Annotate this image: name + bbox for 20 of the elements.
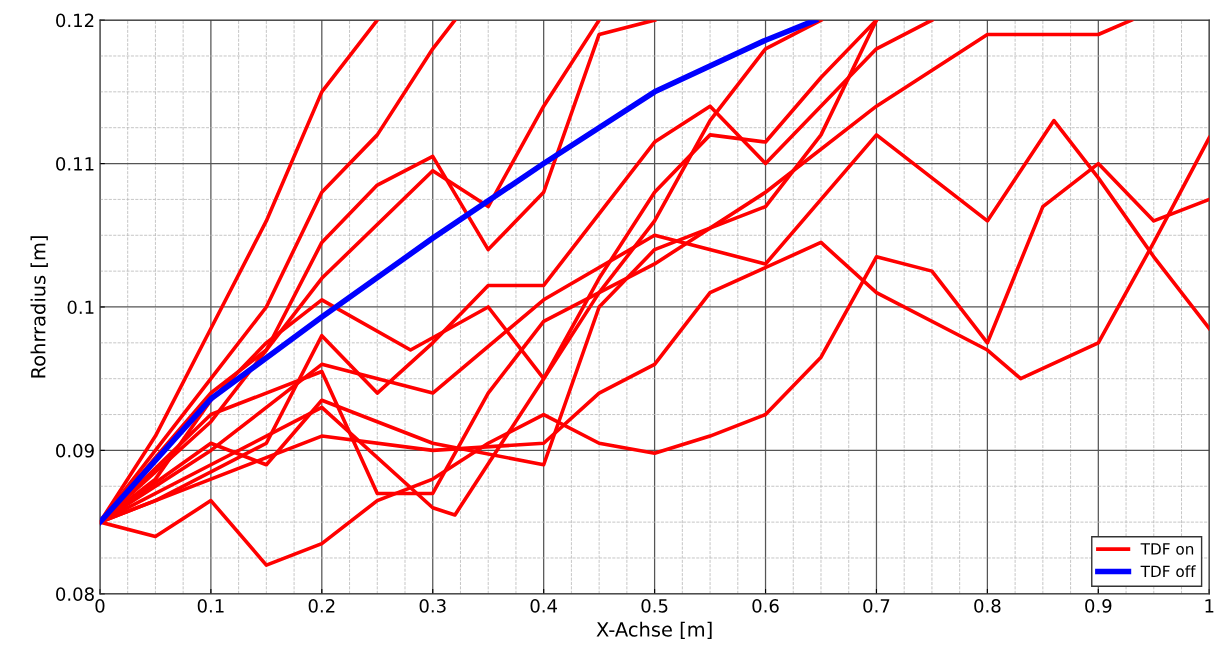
x-tick-label: 0 — [95, 599, 105, 613]
x-tick-label: 0.5 — [641, 599, 668, 613]
x-tick-label: 0.4 — [530, 599, 558, 613]
x-tick-label: 0.8 — [974, 599, 1001, 613]
y-tick-label: 0.12 — [56, 13, 94, 28]
y-tick-label: 0.11 — [56, 157, 94, 171]
x-tick-label: 1 — [1205, 599, 1214, 613]
legend-label: TDF off — [1140, 565, 1196, 578]
y-tick-label: 0.09 — [56, 443, 94, 458]
legend-label: TDF on — [1140, 543, 1194, 555]
y-axis-title: Rohrradius [m] — [30, 236, 48, 378]
y-tick-label: 0.1 — [67, 300, 94, 315]
x-tick-label: 0.7 — [863, 599, 890, 613]
x-tick-label: 0.1 — [197, 599, 224, 613]
y-tick-label: 0.08 — [56, 587, 94, 601]
x-tick-label: 0.2 — [308, 599, 335, 613]
x-tick-label: 0.6 — [752, 599, 779, 613]
x-tick-label: 0.9 — [1085, 599, 1112, 613]
x-tick-label: 0.3 — [419, 599, 446, 613]
x-axis-title: X-Achse [m] — [596, 621, 712, 640]
